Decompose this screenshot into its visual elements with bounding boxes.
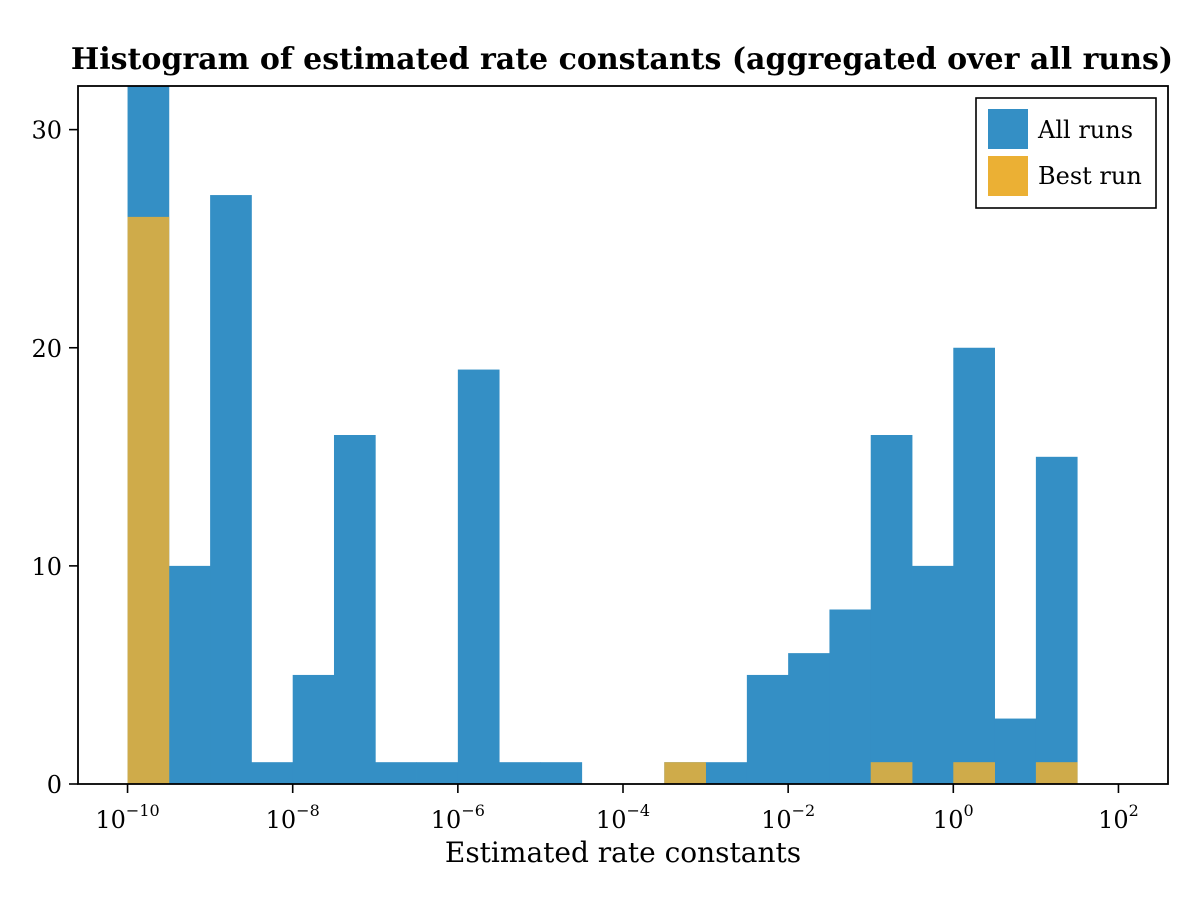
- all-runs-bar: [540, 762, 583, 784]
- all-runs-bar: [333, 435, 376, 784]
- x-tick-label: 10−6: [431, 801, 485, 834]
- x-tick-label: 10−4: [596, 801, 650, 834]
- best-run-bar: [664, 762, 706, 784]
- x-tick-label: 10−2: [761, 801, 815, 834]
- all-runs-bar: [829, 609, 872, 784]
- all-runs-bar: [1035, 456, 1078, 784]
- legend-label-all-runs: All runs: [1037, 116, 1133, 144]
- y-axis-ticks: 0 10 20 30: [31, 117, 78, 799]
- all-runs-bars: [127, 86, 1078, 785]
- all-runs-bar: [375, 762, 417, 784]
- x-axis-ticks: 10−10 10−8 10−6 10−4 10−2 100 102: [95, 784, 1139, 834]
- all-runs-bar: [788, 653, 830, 785]
- all-runs-bar: [210, 195, 252, 784]
- all-runs-bar: [251, 762, 294, 784]
- y-tick-label: 0: [47, 771, 62, 799]
- all-runs-bar: [292, 674, 335, 784]
- best-run-bar: [870, 762, 913, 784]
- all-runs-bar: [168, 565, 211, 785]
- y-tick-label: 30: [31, 117, 62, 145]
- best-run-bar: [127, 216, 170, 785]
- x-tick-label: 10−8: [266, 801, 320, 834]
- all-runs-bar: [953, 347, 995, 784]
- all-runs-bar: [416, 762, 459, 784]
- best-run-bar: [1035, 762, 1078, 784]
- x-tick-label: 10−10: [95, 801, 159, 834]
- all-runs-bar: [912, 565, 954, 785]
- all-runs-bar: [746, 674, 789, 784]
- legend: All runs Best run: [975, 97, 1157, 209]
- legend-swatch-best-run: [988, 156, 1028, 196]
- y-tick-label: 10: [31, 553, 62, 581]
- all-runs-bar: [457, 369, 500, 784]
- x-tick-label: 102: [1098, 801, 1139, 834]
- x-tick-label: 100: [933, 801, 974, 834]
- chart-title: Histogram of estimated rate constants (a…: [71, 42, 1173, 77]
- legend-label-best-run: Best run: [1038, 162, 1142, 190]
- y-tick-label: 20: [31, 335, 62, 363]
- all-runs-bar: [870, 435, 913, 784]
- all-runs-bar: [994, 718, 1037, 784]
- all-runs-bar: [499, 762, 541, 784]
- best-run-bars: [127, 216, 1078, 785]
- best-run-bar: [953, 762, 995, 784]
- legend-swatch-all-runs: [988, 109, 1028, 149]
- all-runs-bar: [705, 762, 748, 784]
- x-axis-label: Estimated rate constants: [445, 836, 801, 869]
